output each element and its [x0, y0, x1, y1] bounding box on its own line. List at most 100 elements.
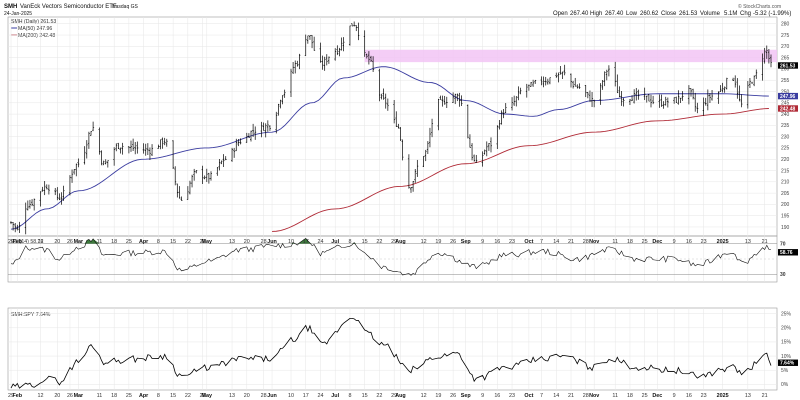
last-price-tag-bg [778, 62, 798, 69]
x-tick-label: 26 [67, 393, 73, 399]
price-ytick-label: 210 [781, 180, 790, 186]
x-tick-label: 12 [421, 239, 427, 245]
legend-ma50: MA(50) 247.96 [18, 26, 52, 32]
ratio-ytick-label: 10% [781, 354, 792, 360]
open-value: 267.40 [570, 11, 589, 17]
x-tick-label: 15 [362, 393, 368, 399]
x-tick-label: 28 [583, 239, 589, 245]
resistance-zone-layer [364, 49, 777, 63]
x-tick-label: 28 [261, 239, 267, 245]
x-tick-label: 29 [200, 239, 206, 245]
price-ytick-label: 215 [781, 168, 790, 174]
price-ytick-label: 265 [781, 55, 790, 61]
x-tick-label: 20 [244, 393, 250, 399]
price-ytick-label: 195 [781, 213, 790, 219]
x-tick-label: 8 [348, 239, 351, 245]
x-tick-label: 28 [261, 393, 267, 399]
x-tick-label: 12 [421, 393, 427, 399]
ratio-ytick-label: 0% [781, 382, 789, 388]
x-tick-label: Dec [652, 239, 662, 245]
ma50-value-tag-bg [778, 92, 798, 100]
x-tick-label: 9 [481, 393, 484, 399]
x-tick-label: 16 [686, 393, 692, 399]
legend-ratio: SMH:SPY 7.64% [11, 312, 51, 318]
x-tick-label: Aug [395, 393, 405, 399]
x-tick-label: 29 [8, 393, 14, 399]
x-tick-label: 2025 [717, 393, 729, 399]
x-tick-label: 25 [642, 393, 648, 399]
low-label: Low [626, 11, 638, 17]
x-tick-label: Oct [524, 239, 533, 245]
x-tick-label: Dec [652, 393, 662, 399]
x-tick-label: 11 [612, 239, 618, 245]
chart-header: SMH VanEck Vectors Semiconductor ETF Nas… [4, 3, 791, 17]
price-ytick-label: 275 [781, 33, 790, 39]
open-label: Open [553, 11, 568, 17]
x-tick-label: 20 [54, 239, 60, 245]
price-legend: SMH (Daily) 261.53 MA(50) 247.96 MA(200)… [11, 19, 56, 39]
x-tick-label: Feb [13, 239, 23, 245]
x-tick-label: 16 [494, 393, 500, 399]
x-tick-label: Feb [13, 393, 23, 399]
x-tick-label: 28 [583, 393, 589, 399]
close-label: Close [661, 11, 677, 17]
rsi-layer [8, 238, 777, 276]
low-value: 260.62 [640, 11, 659, 17]
x-tick-label: 16 [686, 239, 692, 245]
x-tick-label: 11 [612, 393, 618, 399]
x-tick-label: 22 [185, 239, 191, 245]
rsi-30-label: 30 [780, 272, 786, 278]
x-tick-label: 13 [745, 393, 751, 399]
x-axis-labels: 2929FebFeb121220202626MarMar111118182525… [8, 239, 768, 399]
price-bars [10, 21, 772, 235]
x-tick-label: Apr [139, 393, 149, 399]
x-tick-label: 13 [229, 239, 235, 245]
x-tick-label: May [202, 393, 213, 399]
chg-value: -5.32 (-1.99%) [753, 11, 791, 17]
x-tick-label: Sep [461, 393, 472, 399]
x-tick-label: 23 [509, 239, 515, 245]
x-tick-label: 22 [376, 393, 382, 399]
x-tick-label: 18 [627, 239, 633, 245]
x-tick-label: 24 [317, 393, 323, 399]
x-tick-label: 17 [303, 393, 309, 399]
x-tick-label: 20 [244, 239, 250, 245]
x-tick-label: 9 [673, 239, 676, 245]
symbol-label: SMH [4, 4, 17, 10]
x-tick-label: Mar [74, 393, 84, 399]
y-axis-labels: 1901952002052102152202252302352402452502… [778, 22, 798, 388]
x-tick-label: 21 [568, 239, 574, 245]
x-tick-label: 21 [762, 239, 768, 245]
legend-rsi: RSI(14) 58.76 [11, 239, 43, 245]
x-tick-label: Oct [524, 393, 533, 399]
close-value: 261.53 [679, 11, 698, 17]
x-tick-label: 19 [435, 239, 441, 245]
x-tick-label: Jul [331, 393, 339, 399]
ratio-value-tag: 7.64% [780, 361, 795, 367]
x-tick-label: 26 [67, 239, 73, 245]
x-tick-label: 9 [673, 393, 676, 399]
security-name: VanEck Vectors Semiconductor ETF [20, 4, 117, 10]
ratio-value-tag-bg [778, 359, 798, 366]
chart-date: 24-Jan-2025 [4, 11, 32, 17]
x-tick-label: 20 [54, 393, 60, 399]
price-ytick-label: 235 [781, 123, 790, 129]
x-tick-label: 22 [376, 239, 382, 245]
ratio-layer [10, 317, 772, 389]
ratio-line [10, 317, 772, 389]
ratio-ytick-label: 15% [781, 340, 792, 346]
x-tick-label: May [202, 239, 213, 245]
x-tick-label: Jun [267, 393, 277, 399]
x-tick-label: Sep [461, 239, 472, 245]
x-tick-label: 23 [509, 393, 515, 399]
x-tick-label: 24 [317, 239, 323, 245]
legend-price: SMH (Daily) 261.53 [11, 19, 56, 25]
x-tick-label: 10 [288, 239, 294, 245]
high-value: 267.40 [605, 11, 624, 17]
price-ytick-label: 200 [781, 202, 790, 208]
x-tick-label: 15 [170, 239, 176, 245]
x-tick-label: 11 [97, 393, 103, 399]
price-ytick-label: 280 [781, 22, 790, 28]
volume-label: Volume [700, 11, 721, 17]
